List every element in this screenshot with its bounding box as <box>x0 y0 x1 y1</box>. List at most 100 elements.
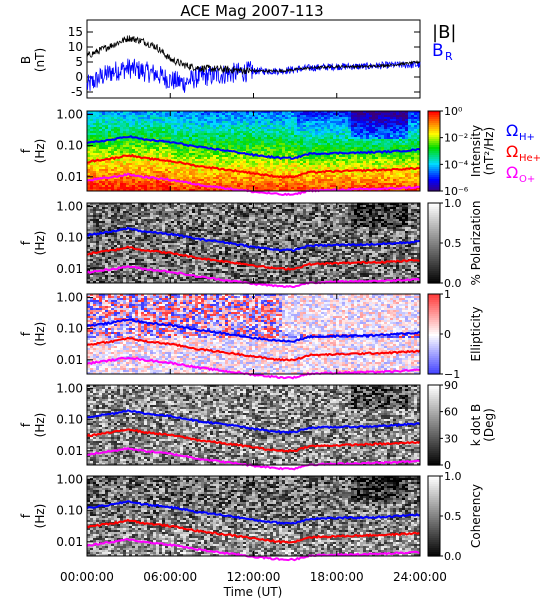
colorbar-swatch <box>428 326 440 329</box>
colorbar-swatch <box>428 300 440 303</box>
colorbar-tick-label: 0.5 <box>444 510 462 523</box>
colorbar-swatch <box>428 530 440 533</box>
colorbar-swatch <box>428 233 440 236</box>
colorbar-swatch <box>428 131 440 134</box>
colorbar-swatch <box>428 322 440 325</box>
colorbar-swatch <box>428 526 440 529</box>
gyro-line-ΩHe+ <box>86 245 421 271</box>
series-br-line <box>86 58 421 93</box>
colorbar-tick-label: 10⁻⁴ <box>444 158 469 171</box>
colorbar-tick-label: 0 <box>444 459 451 472</box>
freq-ytick-label: 0.01 <box>56 262 83 276</box>
colorbar-swatch <box>428 463 440 466</box>
mag-panel-frame <box>86 19 421 99</box>
freq-ylabel-unit: (Hz) <box>33 139 47 164</box>
colorbar-swatch <box>428 113 440 116</box>
colorbar-swatch <box>428 387 440 390</box>
panel-polarization: 1.00 0.10 0.01 f (Hz) 1.0 0.5 0.0 % Polarization <box>19 197 483 290</box>
colorbar-swatch <box>428 494 440 497</box>
colorbar-swatch <box>428 207 440 210</box>
colorbar-swatch <box>428 189 440 192</box>
gyro-line-ΩH+ <box>86 409 421 435</box>
colorbar-swatch <box>428 480 440 483</box>
colorbar-swatch <box>428 544 440 547</box>
colorbar-swatch <box>428 427 440 430</box>
colorbar-swatch <box>428 273 440 276</box>
gyro-line-ΩH+ <box>86 226 421 252</box>
colorbar-swatch <box>428 155 440 158</box>
colorbar-swatch <box>428 135 440 138</box>
colorbar-swatch <box>428 445 440 448</box>
colorbar-swatch <box>428 554 440 557</box>
colorbar-swatch <box>428 368 440 371</box>
colorbar-swatch <box>428 141 440 144</box>
colorbar-label: (Deg) <box>482 408 496 442</box>
colorbar-swatch <box>428 528 440 531</box>
colorbar-label: Coherency <box>469 484 483 548</box>
chart-title: ACE Mag 2007-113 <box>180 2 323 20</box>
colorbar-tick-label: 1.0 <box>444 197 462 210</box>
colorbar-swatch <box>428 306 440 309</box>
colorbar-swatch <box>428 449 440 452</box>
colorbar-swatch <box>428 145 440 148</box>
colorbar-swatch <box>428 457 440 460</box>
mag-ytick-label: 15 <box>68 25 83 39</box>
gyro-line-ΩHe+ <box>86 336 421 362</box>
colorbar-swatch <box>428 425 440 428</box>
colorbar-swatch <box>428 173 440 176</box>
colorbar-swatch <box>428 346 440 349</box>
colorbar-swatch <box>428 423 440 426</box>
freq-ytick-label: 0.10 <box>56 504 83 518</box>
colorbar-swatch <box>428 366 440 369</box>
colorbar-swatch <box>428 314 440 317</box>
colorbar-swatch <box>428 245 440 248</box>
gyro-line-ΩH+ <box>86 500 421 525</box>
freq-ytick-label: 0.01 <box>56 444 83 458</box>
colorbar-swatch <box>428 504 440 507</box>
colorbar-swatch <box>428 121 440 124</box>
colorbar-swatch <box>428 143 440 146</box>
colorbar-swatch <box>428 508 440 511</box>
colorbar-swatch <box>428 413 440 416</box>
colorbar-swatch <box>428 548 440 551</box>
colorbar-swatch <box>428 492 440 495</box>
colorbar-swatch <box>428 205 440 208</box>
colorbar-swatch <box>428 520 440 523</box>
gyro-line-ΩO+ <box>86 538 421 562</box>
freq-ytick-label: 1.00 <box>56 200 83 214</box>
colorbar-swatch <box>428 119 440 122</box>
colorbar-swatch <box>428 411 440 414</box>
freq-ytick-label: 0.10 <box>56 139 83 153</box>
colorbar-swatch <box>428 435 440 438</box>
panel-intensity: 1.00 0.10 0.01 f (Hz) 10⁰ 10⁻² 10⁻⁴ 10⁻⁶Intensit… <box>19 105 496 198</box>
colorbar-tick-label: 10⁰ <box>444 105 463 118</box>
freq-ylabel-unit: (Hz) <box>33 504 47 529</box>
colorbar-swatch <box>428 294 440 297</box>
gyro-legend-o-sub: O+ <box>519 174 535 185</box>
colorbar-swatch <box>428 340 440 343</box>
gyro-line-ΩHe+ <box>86 153 421 179</box>
colorbar-swatch <box>428 399 440 402</box>
freq-ylabel-unit: (Hz) <box>33 231 47 256</box>
colorbar-tick-label: 1.0 <box>444 470 462 483</box>
colorbar-swatch <box>428 415 440 418</box>
freq-ytick-label: 1.00 <box>56 382 83 396</box>
colorbar-swatch <box>428 312 440 315</box>
colorbar-swatch <box>428 133 440 136</box>
colorbar-swatch <box>428 275 440 278</box>
colorbar-tick-label: 0.5 <box>444 237 462 250</box>
mag-ytick-label: 5 <box>75 55 83 69</box>
colorbar-swatch <box>428 302 440 305</box>
freq-ytick-label: 0.10 <box>56 322 83 336</box>
colorbar-swatch <box>428 484 440 487</box>
legend-btotal: |B| <box>432 22 456 43</box>
colorbar-swatch <box>428 243 440 246</box>
gyro-legend-h-sub: H+ <box>519 132 535 143</box>
colorbar-swatch <box>428 241 440 244</box>
colorbar-frame <box>427 110 441 192</box>
colorbar-swatch <box>428 482 440 485</box>
colorbar-swatch <box>428 151 440 154</box>
colorbar-swatch <box>428 153 440 156</box>
colorbar-swatch <box>428 161 440 164</box>
colorbar-swatch <box>428 389 440 392</box>
